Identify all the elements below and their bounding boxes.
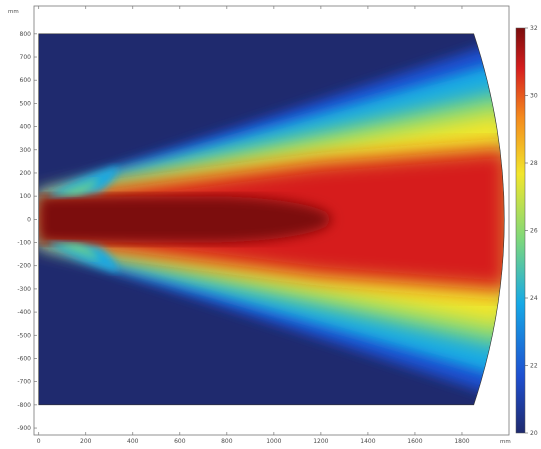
- plume-field: [38, 38, 505, 401]
- domain-outline: [38, 33, 505, 406]
- y-tick-label: -700: [17, 379, 31, 386]
- colorbar-ticks: 32 30 28 26 24 22 20: [525, 25, 538, 437]
- nozzle-side-lobe-inner: [52, 243, 100, 260]
- y-tick-label: -600: [17, 355, 31, 362]
- x-tick-label: 800: [221, 438, 233, 445]
- colorbar-tick-label: 20: [530, 430, 538, 437]
- nozzle-side-lobe: [48, 242, 119, 273]
- y-unit-label: mm: [8, 9, 19, 15]
- y-tick-label: -500: [17, 332, 31, 339]
- colorbar-tick-label: 22: [530, 363, 538, 370]
- y-tick-label: -400: [17, 309, 31, 316]
- x-tick-label: 1600: [407, 438, 422, 445]
- x-tick-label: 200: [80, 438, 92, 445]
- x-tick-label: 1200: [313, 438, 328, 445]
- y-tick-label: 0: [27, 216, 31, 223]
- nozzle-side-lobe-inner: [52, 178, 100, 195]
- y-tick-label: 700: [20, 54, 32, 61]
- y-tick-label: -300: [17, 286, 31, 293]
- colorbar-tick-label: 28: [530, 160, 538, 167]
- x-unit-label: mm: [500, 439, 511, 445]
- y-tick-label: 100: [20, 193, 32, 200]
- field-plot: [38, 33, 505, 406]
- colorbar-tick-label: 26: [530, 228, 538, 235]
- y-tick-label: -900: [17, 425, 31, 432]
- plot-frame: [33, 5, 510, 436]
- x-tick-label: 1000: [266, 438, 281, 445]
- y-tick-label: 400: [20, 124, 32, 131]
- y-tick-label: 600: [20, 77, 32, 84]
- x-tick-label: 1400: [360, 438, 375, 445]
- y-tick-label: -200: [17, 263, 31, 270]
- plume-contour-32: [38, 196, 333, 243]
- x-tick-label: 400: [127, 438, 139, 445]
- colorbar-tick-label: 24: [530, 295, 538, 302]
- colorbar: 32 30 28 26 24 22 20: [515, 25, 538, 437]
- nozzle-side-lobe: [48, 166, 119, 197]
- x-tick-label: 600: [174, 438, 186, 445]
- colorbar-tick-label: 30: [530, 93, 538, 100]
- y-tick-label: 300: [20, 147, 32, 154]
- y-tick-label: -800: [17, 402, 31, 409]
- colorbar-tick-label: 32: [530, 25, 538, 32]
- y-tick-label: -100: [17, 240, 31, 247]
- axes: 0 200 400 600 800 1000 1200 1400 1600 18008007006…: [8, 6, 511, 445]
- x-tick-label: 1800: [454, 438, 469, 445]
- colorbar-scale: [515, 27, 526, 434]
- y-tick-label: 500: [20, 100, 32, 107]
- x-tick-label: 0: [37, 438, 41, 445]
- y-tick-label: 200: [20, 170, 32, 177]
- y-tick-label: 800: [20, 31, 32, 38]
